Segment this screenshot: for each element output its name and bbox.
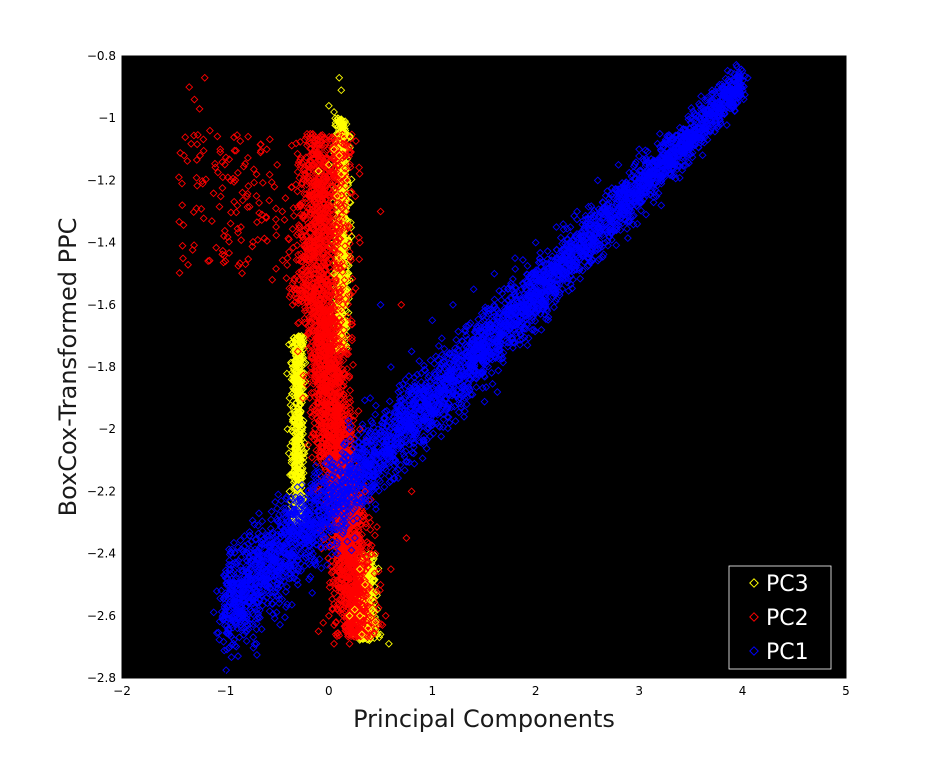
pc2-point — [292, 139, 301, 148]
pc3-point — [341, 293, 350, 302]
pc3-point — [297, 355, 306, 363]
pc3-point — [296, 420, 305, 429]
pc3-point — [298, 423, 307, 432]
pc3-point — [289, 416, 298, 425]
pc2-point — [324, 554, 333, 563]
pc3-point — [339, 252, 348, 261]
pc3-point — [292, 424, 301, 433]
pc3-point — [336, 163, 345, 171]
pc3-point — [296, 431, 304, 440]
pc3-point — [334, 118, 343, 127]
pc3-point — [300, 449, 309, 458]
pc3-point — [338, 184, 347, 192]
pc3-point — [296, 399, 304, 408]
pc3-point — [339, 120, 347, 129]
pc3-point — [296, 457, 305, 466]
pc2-point — [292, 255, 301, 264]
pc3-point — [293, 390, 302, 399]
pc3-point — [300, 393, 309, 402]
pc3-point — [293, 353, 301, 362]
pc3-point — [296, 335, 305, 344]
pc2-point — [355, 169, 364, 178]
pc3-point — [373, 605, 382, 614]
pc3-point — [373, 591, 381, 600]
pc3-point — [365, 574, 374, 583]
pc2-point — [300, 135, 309, 144]
pc3-point — [336, 338, 345, 346]
pc3-point — [297, 360, 306, 368]
pc3-point — [344, 308, 353, 317]
pc3-point — [289, 415, 298, 423]
pc3-point — [291, 445, 300, 454]
pc3-point — [374, 564, 383, 573]
pc3-point — [336, 117, 345, 126]
pc3-point — [338, 166, 347, 175]
pc3-point — [340, 192, 349, 201]
pc3-point — [290, 365, 299, 373]
pc3-point — [294, 358, 303, 367]
pc3-point — [290, 342, 298, 351]
pc3-point — [291, 483, 300, 492]
pc3-point — [282, 369, 291, 378]
pc3-point — [368, 556, 377, 565]
pc2-point — [282, 274, 291, 283]
pc3-point — [287, 470, 296, 479]
pc3-point — [287, 375, 296, 384]
pc3-point — [292, 451, 301, 460]
pc2-point — [301, 303, 309, 312]
pc3-point — [290, 336, 299, 345]
pc3-point — [296, 464, 305, 473]
pc3-point — [298, 398, 306, 407]
pc3-point — [365, 632, 373, 641]
pc3-point — [291, 344, 300, 353]
pc3-point — [337, 176, 346, 185]
pc3-point — [294, 485, 303, 494]
pc2-point — [298, 199, 307, 208]
pc3-point — [294, 419, 303, 428]
pc3-point — [340, 297, 349, 306]
pc3-point — [375, 633, 384, 642]
pc3-point — [297, 440, 306, 449]
pc3-point — [338, 120, 346, 129]
pc3-point — [346, 132, 355, 141]
pc3-point — [286, 471, 294, 479]
pc3-point — [368, 588, 377, 597]
pc3-point — [293, 462, 302, 471]
pc3-point — [291, 437, 300, 446]
pc3-point — [293, 391, 302, 400]
pc3-point — [339, 124, 348, 133]
pc3-point — [297, 435, 306, 444]
pc3-point — [294, 450, 303, 459]
pc3-point — [299, 458, 308, 466]
pc3-point — [288, 438, 297, 446]
